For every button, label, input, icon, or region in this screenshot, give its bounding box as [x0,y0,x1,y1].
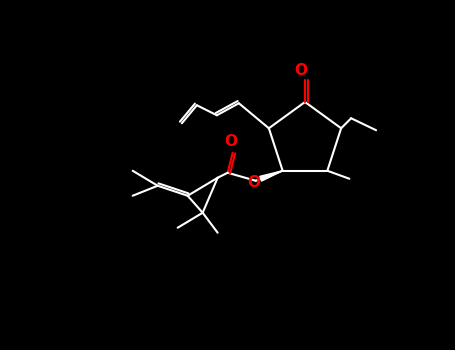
Polygon shape [260,171,283,181]
Text: O: O [224,134,237,149]
Text: O: O [247,175,260,190]
Text: O: O [294,63,308,78]
